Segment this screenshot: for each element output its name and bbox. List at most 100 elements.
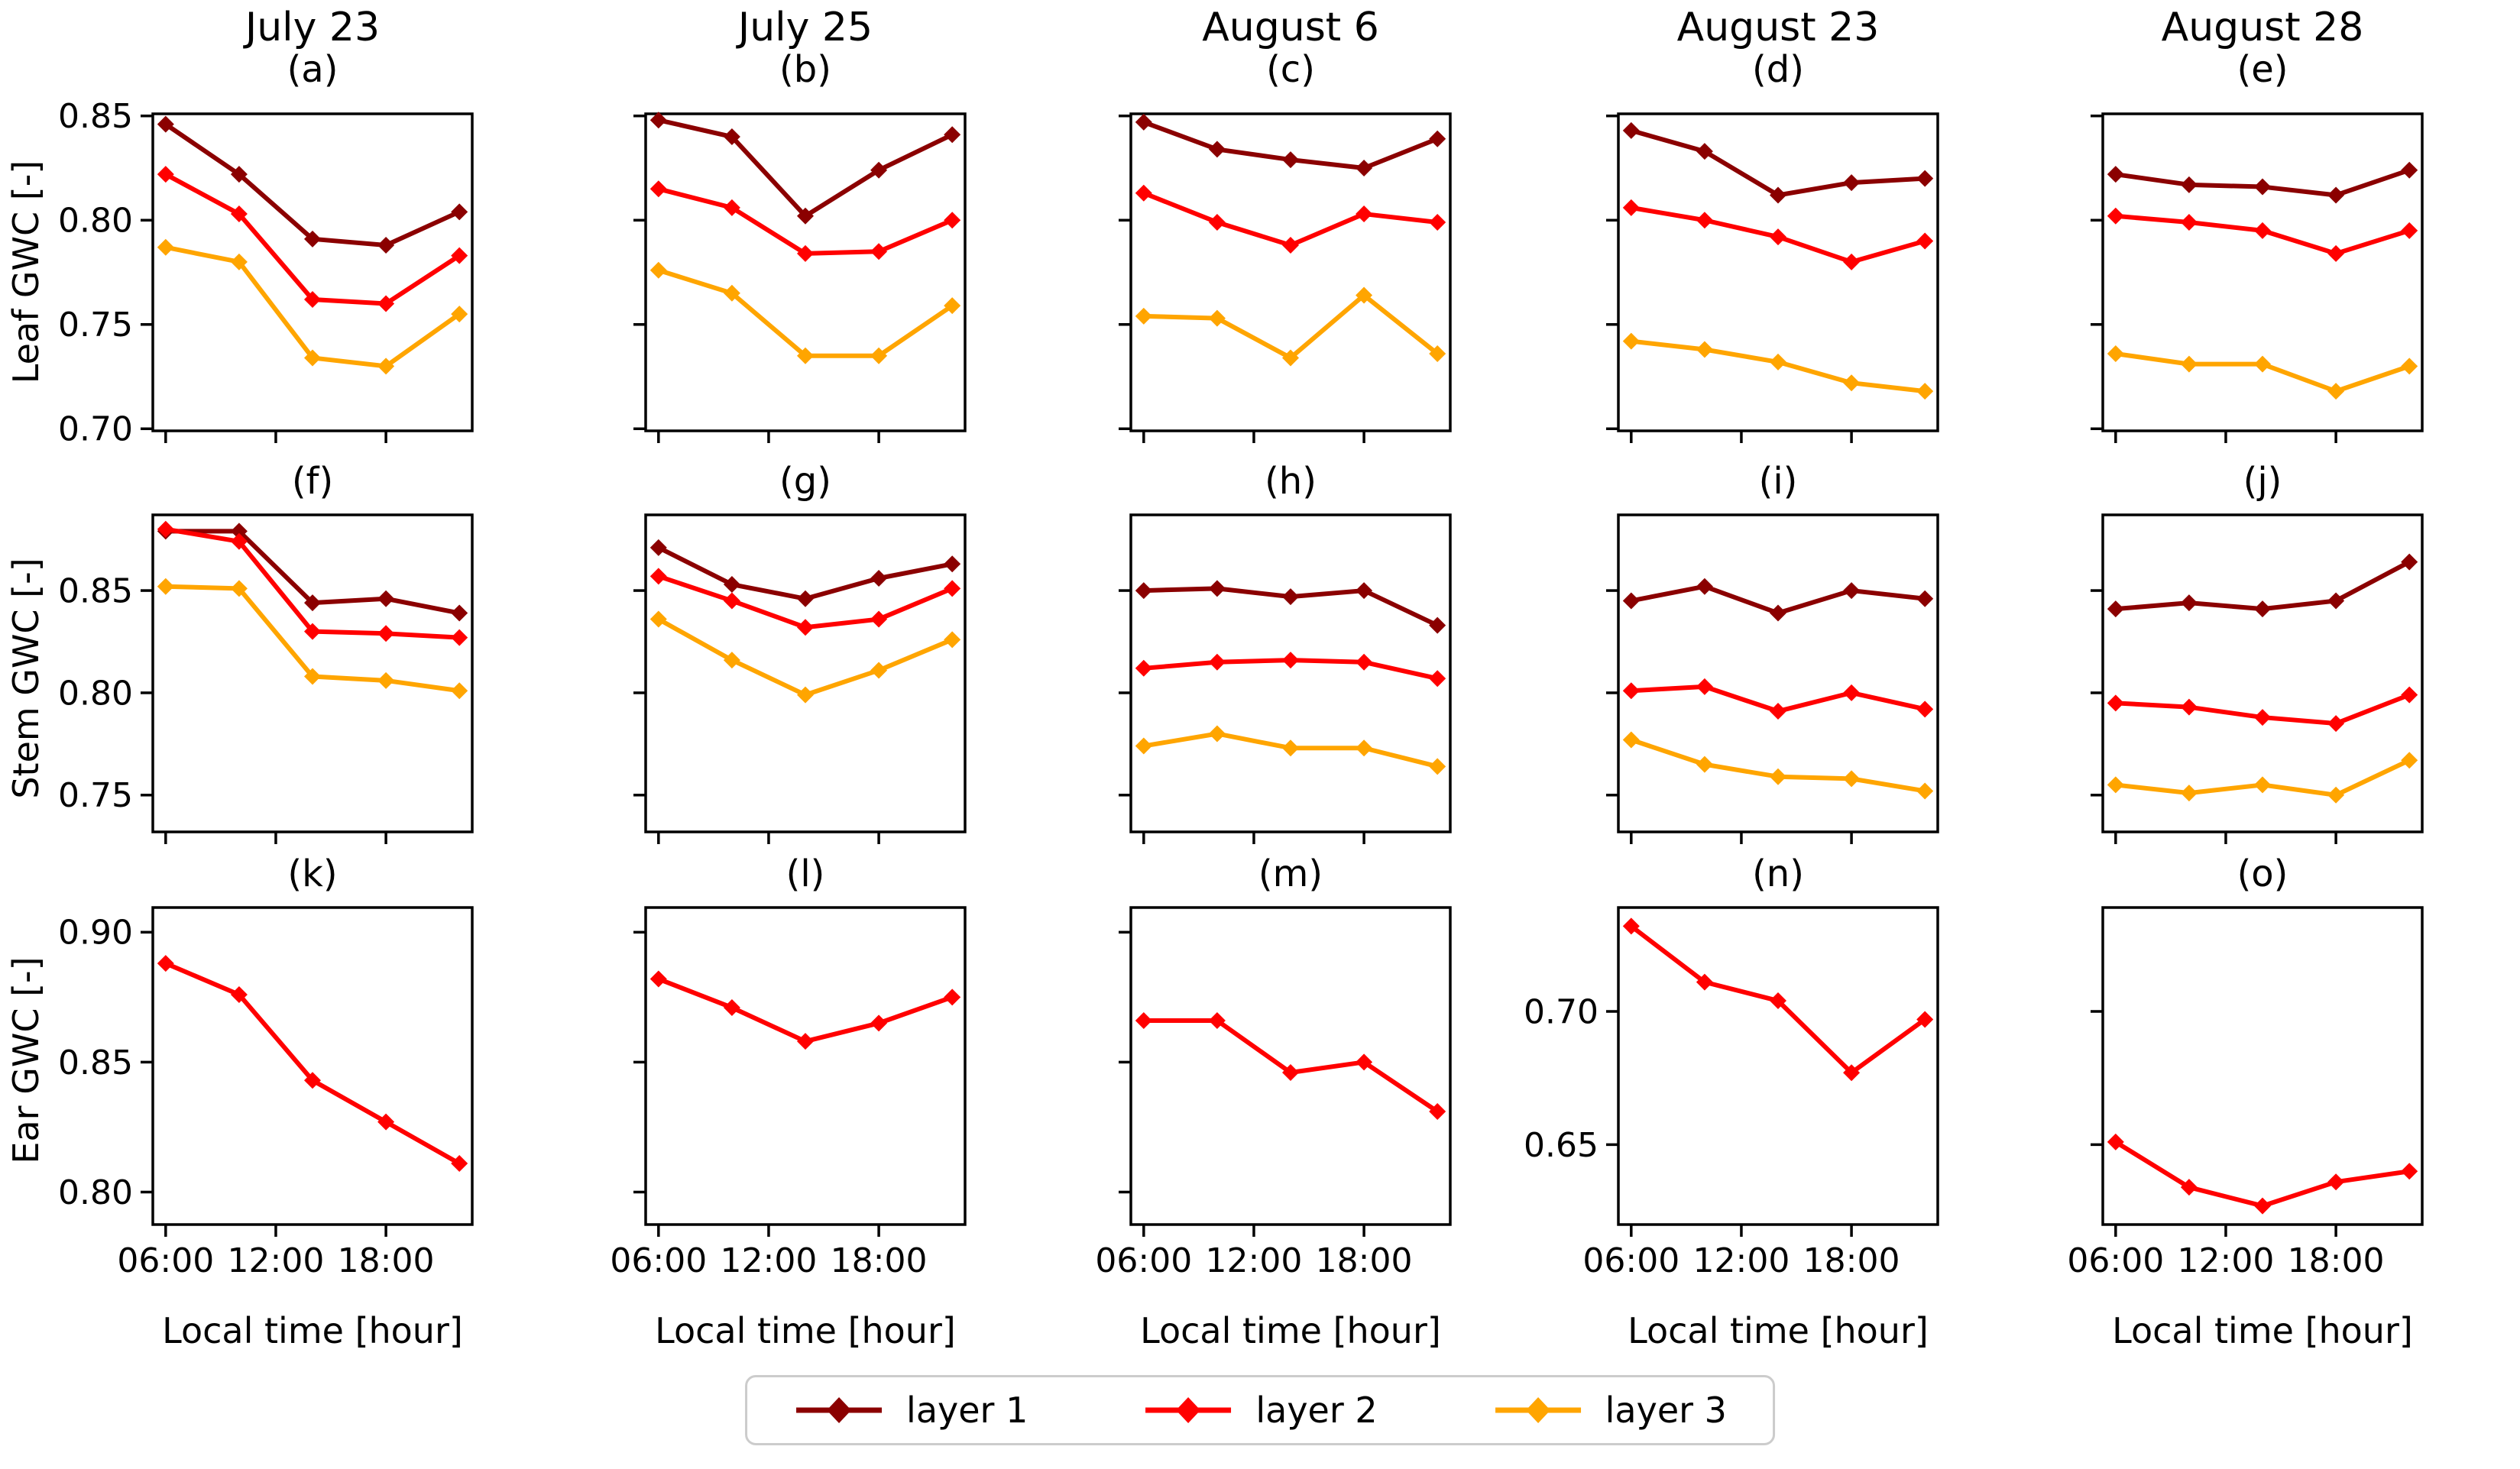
data-point-marker <box>1770 186 1786 204</box>
data-point-marker <box>451 247 468 264</box>
data-point-marker <box>2107 694 2124 712</box>
column-title: August 28 <box>2161 5 2364 50</box>
column-title: July 23 <box>245 5 381 50</box>
data-point-marker <box>797 686 814 704</box>
data-point-marker <box>723 998 740 1016</box>
y-tick-label: 0.65 <box>1524 1126 1598 1165</box>
data-point-marker <box>797 1033 814 1050</box>
subplot-o: 06:00 12:00 18:00 <box>2067 906 2424 1280</box>
legend-item-layer3: layer 3 <box>1492 1390 1727 1431</box>
data-point-marker <box>2107 345 2124 362</box>
data-point-marker <box>2327 383 2345 400</box>
data-point-marker <box>1135 1011 1152 1029</box>
data-point-marker <box>1208 1011 1226 1029</box>
data-point-marker <box>2180 213 2198 231</box>
data-point-marker <box>157 166 174 183</box>
legend-item-layer1: layer 1 <box>793 1390 1028 1431</box>
plot-area: 0.80 0.85 0.90 06:00 12:00 18:00 <box>58 906 474 1280</box>
data-point-marker <box>1622 332 1640 350</box>
data-point-marker <box>2401 752 2418 769</box>
data-point-marker <box>377 295 395 312</box>
data-point-marker <box>1696 756 1713 773</box>
panel-label: (i) <box>1758 460 1798 503</box>
data-point-marker <box>944 580 961 597</box>
data-point-marker <box>1429 213 1446 231</box>
data-point-marker <box>870 161 888 179</box>
data-point-marker <box>157 115 174 133</box>
data-point-marker <box>944 126 961 144</box>
data-point-marker <box>1356 582 1373 600</box>
panel-label: (a) <box>287 48 338 91</box>
plot-area <box>1606 112 1939 443</box>
data-point-marker <box>230 985 248 1003</box>
subplot-h <box>1119 513 1452 844</box>
panel-label: (b) <box>779 48 831 91</box>
x-tick-label: 06:00 <box>2067 1241 2164 1280</box>
data-point-marker <box>304 1072 321 1089</box>
legend-layer2-line-marker-icon <box>1145 1397 1232 1423</box>
subplot-d <box>1606 112 1939 443</box>
panel-label: (f) <box>291 460 334 503</box>
data-point-marker <box>1770 228 1786 246</box>
data-point-marker <box>1696 341 1713 358</box>
data-point-marker <box>1135 582 1152 600</box>
x-tick-label: 18:00 <box>1803 1241 1900 1280</box>
data-point-marker <box>451 203 468 221</box>
data-point-marker <box>1135 184 1152 202</box>
x-tick-label: 12:00 <box>2178 1241 2275 1280</box>
data-point-marker <box>2327 186 2345 204</box>
data-point-marker <box>1135 113 1152 131</box>
data-point-marker <box>1843 374 1861 392</box>
x-axis-label: Local time [hour] <box>1628 1310 1929 1351</box>
subplot-j <box>2091 513 2424 844</box>
plot-area: 0.70 0.75 0.80 0.85 <box>58 97 474 449</box>
data-point-marker <box>304 290 321 308</box>
data-point-marker <box>1208 309 1226 327</box>
series-line-layer1 <box>1628 128 1928 198</box>
data-point-marker <box>1770 604 1786 622</box>
data-point-marker <box>2401 161 2418 179</box>
data-point-marker <box>1770 703 1786 720</box>
data-point-marker <box>2107 600 2124 618</box>
data-point-marker <box>797 207 814 225</box>
data-point-marker <box>2180 698 2198 716</box>
series-line-layer2 <box>163 526 462 640</box>
x-tick-label: 12:00 <box>1693 1241 1790 1280</box>
data-point-marker <box>2107 776 2124 794</box>
x-tick-label: 06:00 <box>1095 1241 1192 1280</box>
panel-label: (k) <box>287 853 338 895</box>
plot-area: 06:00 12:00 18:00 <box>1095 906 1452 1280</box>
data-point-marker <box>797 347 814 364</box>
data-point-marker <box>1696 678 1713 695</box>
plot-area <box>1119 112 1452 443</box>
data-point-marker <box>2180 355 2198 373</box>
data-point-marker <box>870 610 888 628</box>
data-point-marker <box>1429 130 1446 147</box>
y-tick-label: 0.85 <box>58 97 133 136</box>
data-point-marker <box>230 205 248 223</box>
data-point-marker <box>1429 616 1446 634</box>
data-point-marker <box>2254 1197 2271 1215</box>
panel-label: (h) <box>1265 460 1317 503</box>
data-point-marker <box>2327 786 2345 804</box>
data-point-marker <box>1696 212 1713 229</box>
x-tick-label: 18:00 <box>1316 1241 1413 1280</box>
x-axis-label: Local time [hour] <box>655 1310 956 1351</box>
data-point-marker <box>797 590 814 607</box>
panel-label: (l) <box>785 853 825 895</box>
data-point-marker <box>1916 1011 1934 1028</box>
data-point-marker <box>377 358 395 375</box>
data-point-marker <box>2180 594 2198 612</box>
x-tick-label: 12:00 <box>721 1241 818 1280</box>
data-point-marker <box>1916 782 1934 800</box>
subplot-g <box>633 513 967 844</box>
subplot-b <box>633 112 967 443</box>
x-axis-label: Local time [hour] <box>1140 1310 1441 1351</box>
series-line-layer3 <box>1141 293 1440 361</box>
data-point-marker <box>723 284 740 302</box>
data-point-marker <box>2107 1133 2124 1150</box>
y-tick-label: 0.80 <box>58 674 133 713</box>
subplot-i <box>1606 513 1939 844</box>
data-point-marker <box>304 623 321 640</box>
